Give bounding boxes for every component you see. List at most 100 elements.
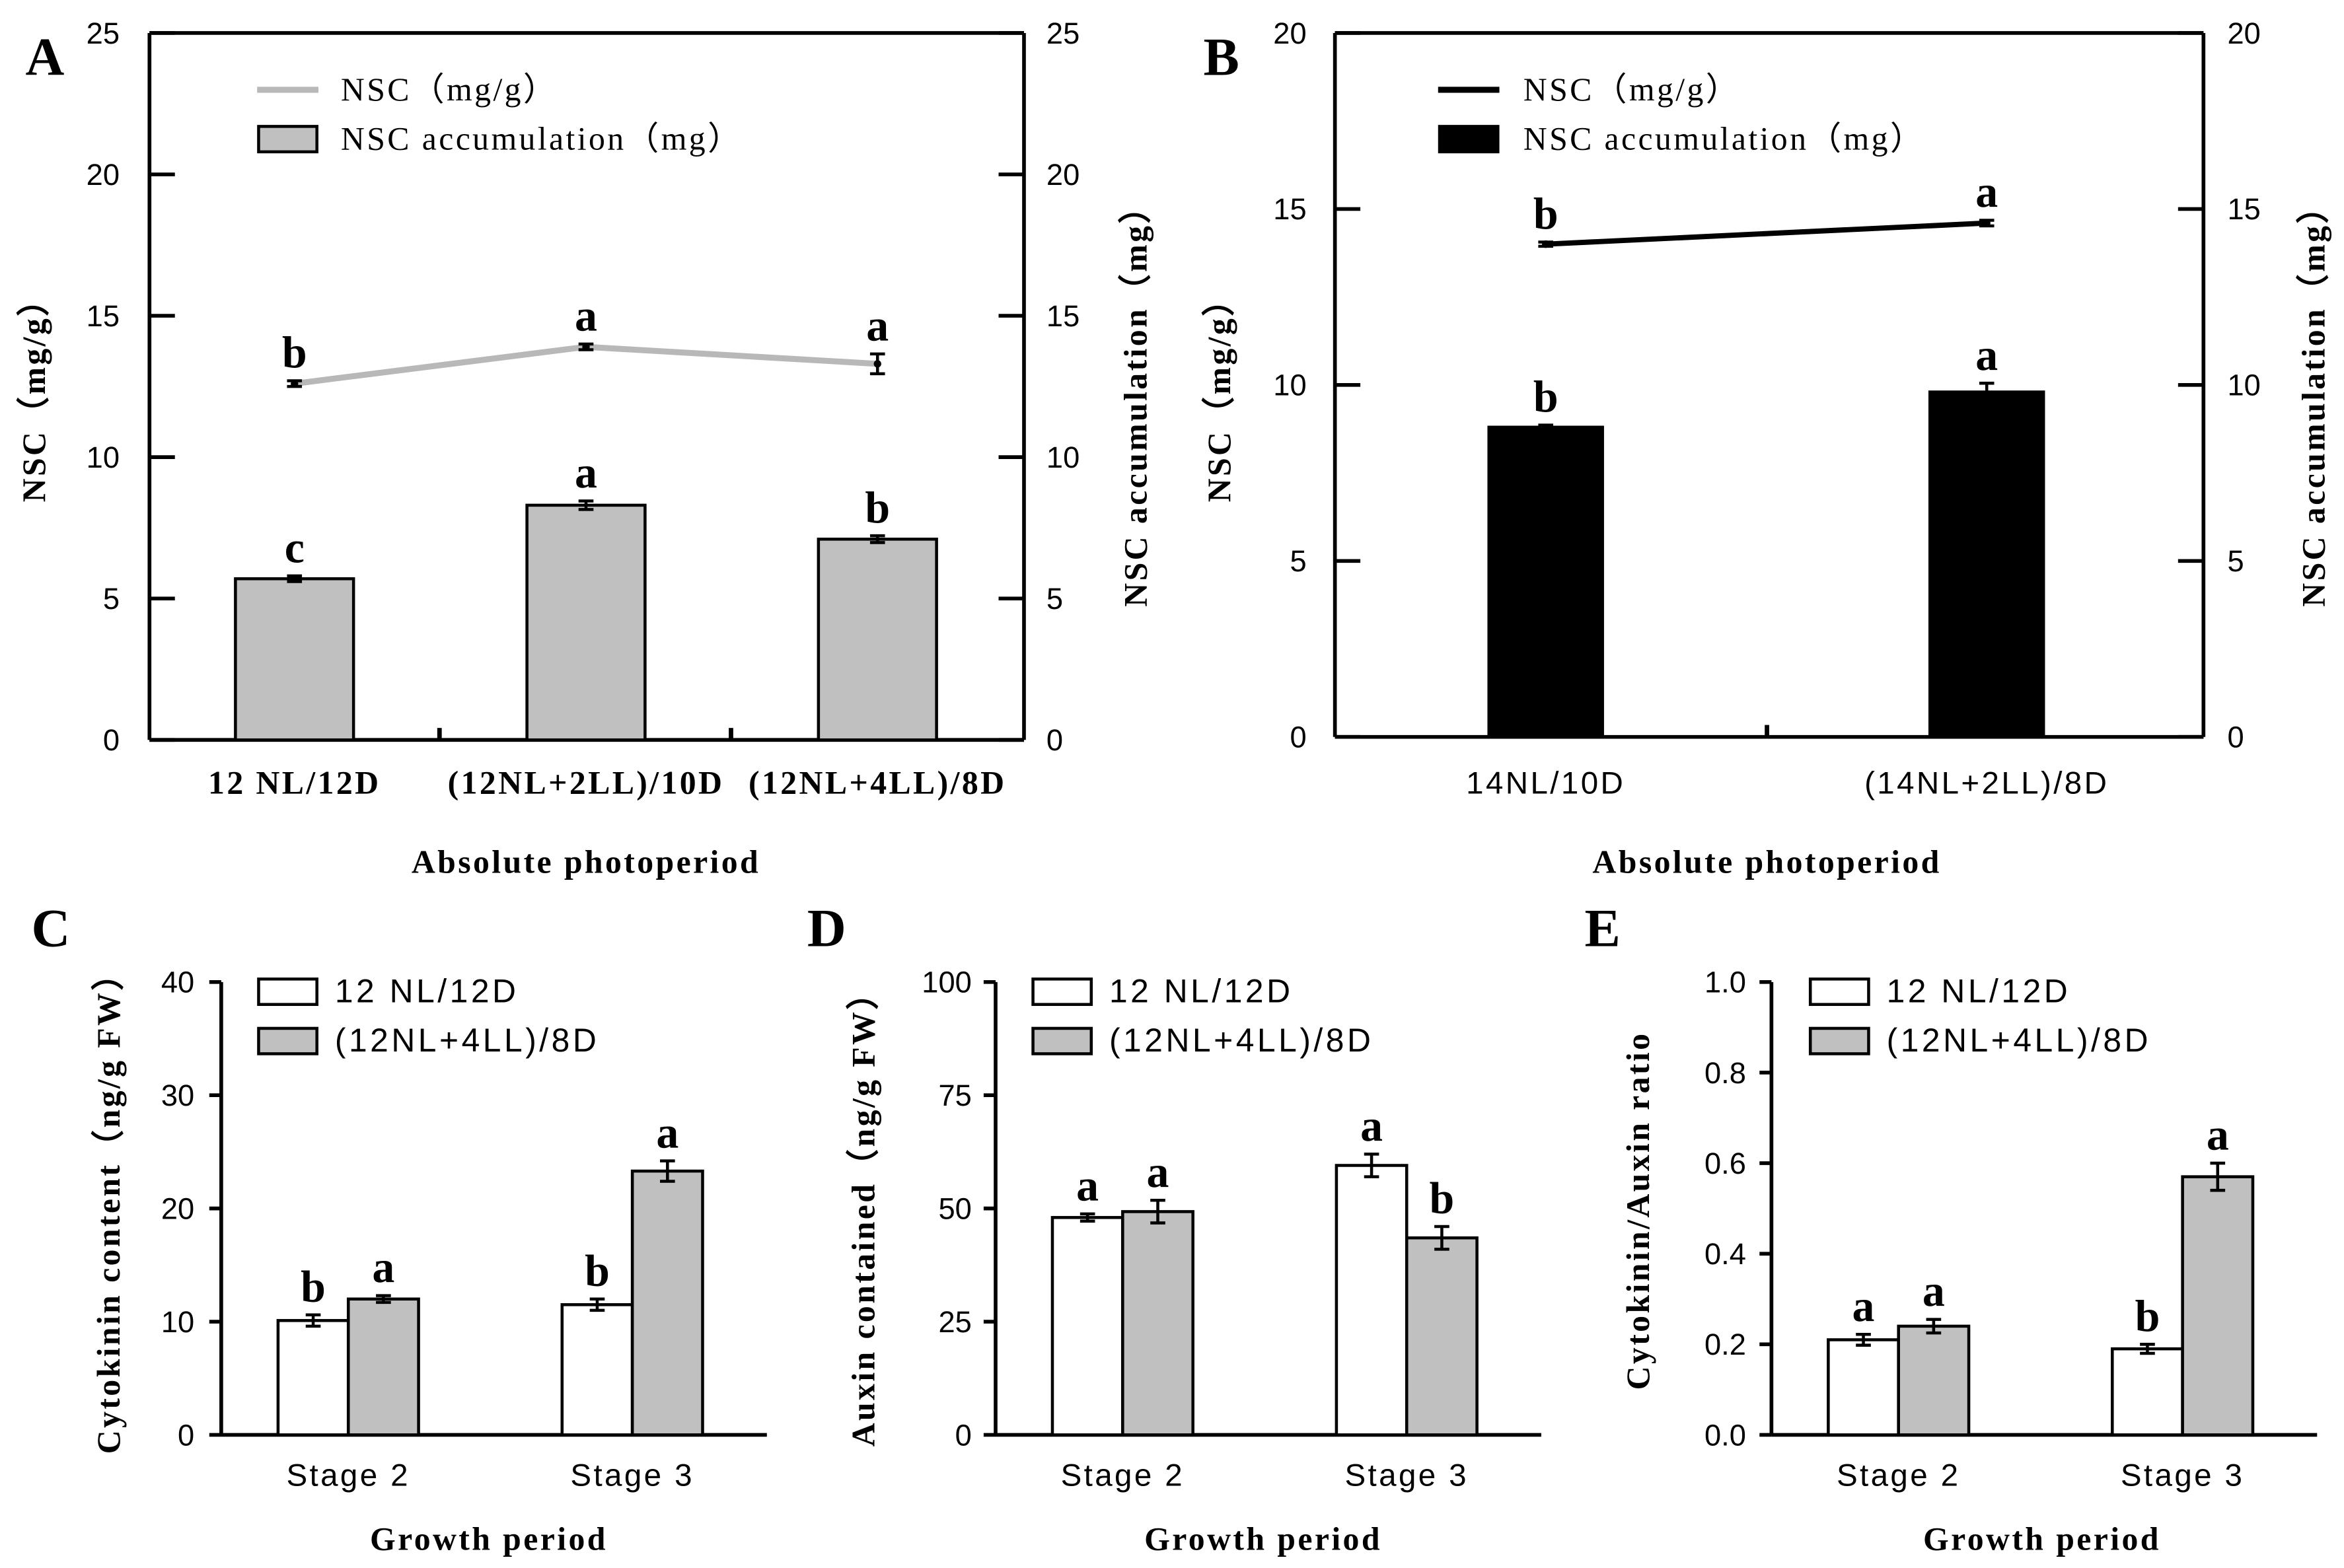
y-tick-label-left: 5 xyxy=(1290,544,1306,578)
y-axis-title-right: NSC accumulation（mg） xyxy=(2296,188,2332,606)
significance-letter: b xyxy=(282,328,307,377)
bar xyxy=(630,1169,704,1437)
significance-letter: a xyxy=(372,1242,394,1292)
y-tick-label-left: 40 xyxy=(161,966,194,999)
bar xyxy=(234,577,355,742)
significance-letter: c xyxy=(285,523,305,573)
bar xyxy=(346,1297,420,1437)
y-tick-label-left: 0 xyxy=(178,1418,194,1452)
x-tick-label: (14NL+2LL)/8D xyxy=(1864,766,2109,801)
legend-label: 12 NL/12D xyxy=(335,972,519,1009)
bar xyxy=(525,503,647,742)
bar xyxy=(1897,1324,1971,1437)
y-tick-label-left: 0.8 xyxy=(1704,1056,1746,1090)
y-tick-label-left: 20 xyxy=(1273,17,1306,50)
y-tick-label-left: 10 xyxy=(161,1305,194,1339)
y-axis-title-left: Auxin contained（ng/g FW） xyxy=(846,975,882,1447)
y-tick-label-right: 15 xyxy=(1046,299,1080,333)
y-tick-label-right: 5 xyxy=(2228,544,2244,578)
y-axis-title-left: Cytokinin content（ng/g FW） xyxy=(91,956,127,1454)
legend-label: (12NL+4LL)/8D xyxy=(1887,1022,2151,1059)
bar xyxy=(2181,1175,2255,1437)
panel-label: A xyxy=(25,26,64,87)
y-tick-label-right: 20 xyxy=(1046,158,1080,192)
significance-letter: a xyxy=(1147,1147,1169,1197)
y-tick-label-right: 25 xyxy=(1046,17,1080,50)
legend-label: NSC（mg/g） xyxy=(1523,71,1741,108)
y-tick-label-left: 0 xyxy=(103,723,120,757)
y-tick-label-left: 10 xyxy=(1273,369,1306,402)
y-axis-title-left: NSC（mg/g） xyxy=(16,281,52,503)
legend-label: (12NL+4LL)/8D xyxy=(335,1022,599,1059)
significance-letter: a xyxy=(1975,167,1998,217)
significance-letter: b xyxy=(1533,372,1558,421)
legend-swatch-box xyxy=(257,978,318,1007)
legend-swatch-box xyxy=(1808,1026,1870,1055)
x-tick-label: Stage 3 xyxy=(1344,1458,1469,1493)
legend-swatch-box xyxy=(1808,978,1870,1007)
significance-letter: a xyxy=(1923,1266,1945,1316)
bar xyxy=(2111,1347,2184,1437)
x-tick-label: Stage 2 xyxy=(1061,1458,1185,1493)
bar xyxy=(276,1319,350,1437)
x-tick-label: Stage 3 xyxy=(2121,1458,2245,1493)
y-tick-label-left: 30 xyxy=(161,1079,194,1112)
bar xyxy=(1335,1164,1409,1437)
significance-letter: b xyxy=(865,483,890,532)
panel-c: C 0 10 20 30 40 Stage 2 Stage 3 Growth period Cyt… xyxy=(32,898,767,1557)
legend-label: NSC accumulation（mg） xyxy=(341,120,743,157)
y-tick-label-left: 0.0 xyxy=(1704,1418,1746,1452)
x-tick-label: (12NL+4LL)/8D xyxy=(749,765,1006,801)
y-tick-label-left: 100 xyxy=(922,966,971,999)
legend-swatch-box xyxy=(257,125,318,154)
significance-letter: a xyxy=(2207,1110,2229,1160)
significance-letter: a xyxy=(1360,1101,1383,1151)
panel-label: E xyxy=(1585,898,1621,958)
line-point xyxy=(873,360,881,368)
x-axis-title: Absolute photoperiod xyxy=(412,844,760,880)
x-tick-label: Stage 3 xyxy=(570,1458,694,1493)
y-tick-label-left: 15 xyxy=(87,299,120,333)
bar xyxy=(1928,390,2045,738)
panel-a: A 0 5 10 15 20 25 0 5 10 15 20 25 12 NL/12D (12NL+2LL)… xyxy=(16,17,1154,880)
y-tick-label-right: 10 xyxy=(2228,369,2261,402)
y-tick-label-left: 1.0 xyxy=(1704,966,1746,999)
x-axis-title: Absolute photoperiod xyxy=(1592,844,1941,880)
bar xyxy=(1827,1338,1900,1437)
line-point xyxy=(1983,219,1991,227)
legend-label: (12NL+4LL)/8D xyxy=(1109,1022,1373,1059)
y-tick-label-right: 20 xyxy=(2228,17,2261,50)
bar xyxy=(560,1303,634,1437)
y-tick-label-left: 0.4 xyxy=(1704,1237,1746,1271)
significance-letter: a xyxy=(1852,1281,1875,1331)
legend-swatch-box xyxy=(257,1026,318,1055)
y-tick-label-left: 20 xyxy=(87,158,120,192)
y-axis-title-left: Cytokinin/Auxin ratio xyxy=(1620,1032,1656,1390)
y-tick-label-right: 15 xyxy=(2228,192,2261,226)
line-point xyxy=(582,343,590,351)
y-tick-label-left: 25 xyxy=(87,17,120,50)
panel-e: E 0.0 0.2 0.4 0.6 0.8 1.0 Stage 2 Stage 3 Growth … xyxy=(1585,898,2318,1557)
panel-d: D 0 25 50 75 100 Stage 2 Stage 3 Growth period Au… xyxy=(807,898,1541,1557)
y-tick-label-left: 50 xyxy=(938,1192,971,1225)
y-tick-label-right: 5 xyxy=(1046,582,1063,616)
x-axis-title: Growth period xyxy=(1144,1521,1382,1557)
significance-letter: a xyxy=(656,1108,678,1157)
y-axis-title-right: NSC accumulation（mg） xyxy=(1118,188,1154,606)
legend-label: 12 NL/12D xyxy=(1109,972,1294,1009)
legend-label: 12 NL/12D xyxy=(1887,972,2071,1009)
legend-label: NSC accumulation（mg） xyxy=(1523,120,1925,157)
y-tick-label-left: 20 xyxy=(161,1192,194,1225)
significance-letter: a xyxy=(575,448,597,497)
legend-swatch-box xyxy=(1438,125,1500,154)
y-tick-label-left: 75 xyxy=(938,1079,971,1112)
significance-letter: a xyxy=(575,291,597,341)
x-tick-label: Stage 2 xyxy=(1837,1458,1961,1493)
significance-letter: a xyxy=(866,301,889,351)
line-point xyxy=(1542,240,1550,248)
y-tick-label-left: 0.2 xyxy=(1704,1328,1746,1361)
x-axis-title: Growth period xyxy=(370,1521,608,1557)
x-tick-label: 14NL/10D xyxy=(1466,766,1625,801)
bar xyxy=(1050,1216,1124,1437)
